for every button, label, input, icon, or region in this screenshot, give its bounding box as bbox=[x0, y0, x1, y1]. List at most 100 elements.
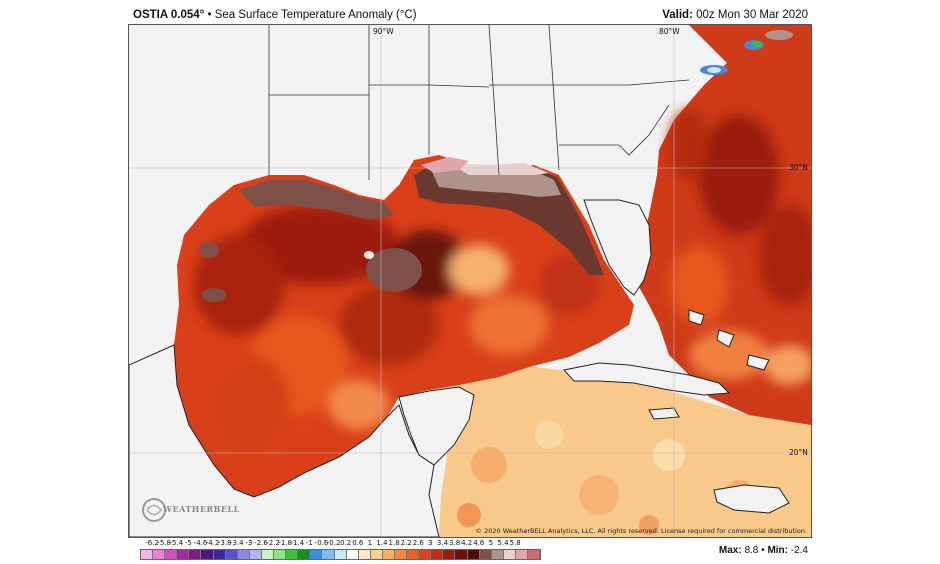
colorbar-tick-label: -2.6 bbox=[254, 539, 268, 547]
logo-swirl-icon bbox=[142, 498, 166, 522]
colorbar-tick-label: 3 bbox=[428, 539, 433, 547]
colorbar-swatch bbox=[528, 550, 541, 559]
lat-label-20n: 20°N bbox=[789, 448, 808, 457]
colorbar-tick-label: -5.8 bbox=[157, 539, 172, 547]
min-value: -2.4 bbox=[790, 545, 808, 556]
colorbar-tick-label: 5 bbox=[488, 539, 494, 547]
colorbar-tick-label: 4.6 bbox=[473, 539, 485, 547]
colorbar-swatch bbox=[298, 550, 311, 559]
colorbar-tick-label: -0.2 bbox=[326, 539, 341, 547]
valid-time: Valid: 00z Mon 30 Mar 2020 bbox=[662, 9, 808, 21]
colorbar-swatch bbox=[189, 550, 202, 559]
colorbar-tick-label: -0.6 bbox=[314, 539, 329, 547]
weatherbell-logo: WEATHERBELL bbox=[141, 497, 239, 523]
colorbar-swatch bbox=[153, 550, 166, 559]
colorbar-swatch bbox=[261, 550, 275, 559]
colorbar-swatch bbox=[479, 550, 492, 559]
map-title: OSTIA 0.054° • Sea Surface Temperature A… bbox=[133, 9, 417, 21]
colorbar-tick-label: 0.6 bbox=[352, 539, 364, 547]
colorbar-tick-label: -5.4 bbox=[169, 539, 184, 547]
colorbar-swatch bbox=[443, 550, 456, 559]
colorbar-tick-label: 5.8 bbox=[509, 539, 521, 547]
title-separator: • bbox=[204, 9, 215, 21]
colorbar-swatch bbox=[310, 550, 323, 559]
colorbar-swatch bbox=[491, 550, 504, 559]
colorbar-tick-label: -3 bbox=[245, 539, 253, 547]
colorbar-swatch bbox=[407, 550, 420, 559]
colorbar-swatch bbox=[322, 550, 335, 559]
lon-label-90w: 90°W bbox=[373, 27, 394, 36]
max-value: 8.8 bbox=[744, 545, 759, 556]
colorbar-tick-label: -3.8 bbox=[217, 539, 232, 547]
colorbar-swatch bbox=[177, 550, 190, 559]
colorbar-swatch bbox=[334, 550, 347, 559]
colorbar-swatch bbox=[370, 550, 383, 559]
bahamas-3 bbox=[746, 354, 770, 371]
hispaniola bbox=[713, 484, 790, 514]
gulf-anomaly-field bbox=[194, 205, 599, 455]
colorbar-tick-label: 0.2 bbox=[340, 539, 352, 547]
colorbar-swatch bbox=[225, 550, 238, 559]
cold-anomaly-atlantic bbox=[700, 30, 793, 75]
colorbar-tick-label: -6.2 bbox=[145, 539, 159, 547]
colorbar-tick-label: 2.6 bbox=[412, 539, 424, 547]
min-label: Min: bbox=[767, 545, 788, 556]
max-min-stats: Max: 8.8 • Min: -2.4 bbox=[719, 545, 808, 556]
colorbar-tick-label: 1.8 bbox=[388, 539, 400, 547]
northern-gulf-cool-rim bbox=[199, 157, 604, 302]
colorbar-tick-label: 3.8 bbox=[449, 539, 461, 547]
colorbar-tick-label: 4.2 bbox=[461, 539, 473, 547]
product-name: OSTIA 0.054 bbox=[133, 9, 200, 21]
sst-anomaly-map: 90°W 80°W 30°N 20°N WEATHERBELL © 2020 W… bbox=[128, 24, 812, 538]
central-america bbox=[129, 344, 440, 537]
bahamas-1 bbox=[688, 309, 705, 326]
colorbar-tick-label: -5 bbox=[184, 539, 192, 547]
logo-text: WEATHERBELL bbox=[163, 504, 240, 514]
valid-time-value: 00z Mon 30 Mar 2020 bbox=[692, 9, 808, 21]
bahamas-2 bbox=[716, 329, 735, 348]
colorbar-tick-label: -4.2 bbox=[205, 539, 220, 547]
colorbar-swatch bbox=[515, 550, 528, 559]
max-label: Max: bbox=[718, 545, 742, 556]
colorbar-tick-label: -3.4 bbox=[229, 539, 244, 547]
product-degree: ° bbox=[199, 9, 205, 21]
colorbar-swatch bbox=[394, 550, 408, 559]
colorbar-swatch bbox=[237, 550, 250, 559]
land-masses bbox=[129, 199, 790, 537]
colorbar-swatch bbox=[503, 550, 516, 559]
colorbar-swatch bbox=[382, 550, 395, 559]
colorbar-tick-label: 1 bbox=[367, 539, 373, 547]
jamaica bbox=[648, 407, 680, 420]
colorbar-swatch bbox=[467, 550, 480, 559]
florida bbox=[583, 199, 652, 296]
us-state-borders bbox=[268, 25, 690, 180]
stats-separator: • bbox=[761, 545, 765, 556]
atlantic-anomaly-field bbox=[669, 110, 811, 385]
colorbar-tick-label: -1 bbox=[305, 539, 313, 547]
map-canvas bbox=[129, 25, 811, 537]
yucatan bbox=[398, 386, 475, 466]
colorbar-tick-label: -2.2 bbox=[266, 539, 280, 547]
colorbar bbox=[140, 549, 542, 560]
colorbar-swatch bbox=[249, 550, 262, 559]
colorbar-swatch bbox=[431, 550, 444, 559]
colorbar-swatch bbox=[213, 550, 226, 559]
cuba bbox=[563, 362, 731, 396]
graticule bbox=[129, 25, 811, 537]
valid-label: Valid: bbox=[662, 9, 693, 21]
colorbar-tick-label: -4.6 bbox=[193, 539, 208, 547]
colorbar-tick-label: 2.2 bbox=[400, 539, 412, 547]
colorbar-tick-label: -1.8 bbox=[278, 539, 293, 547]
copyright-notice: © 2020 WeatherBELL Analytics, LLC. All r… bbox=[475, 527, 807, 535]
title-text: Sea Surface Temperature Anomaly (°C) bbox=[214, 9, 417, 21]
colorbar-swatch bbox=[141, 550, 154, 559]
colorbar-tick-label: -1.4 bbox=[290, 539, 305, 547]
colorbar-swatch bbox=[346, 550, 359, 559]
colorbar-swatch bbox=[274, 550, 287, 559]
lon-label-80w: 80°W bbox=[659, 27, 680, 36]
colorbar-swatch bbox=[201, 550, 214, 559]
colorbar-tick-label: 5.4 bbox=[497, 539, 509, 547]
colorbar-tick-label: 1.4 bbox=[376, 539, 388, 547]
lat-label-30n: 30°N bbox=[789, 163, 808, 172]
colorbar-swatch bbox=[165, 550, 178, 559]
